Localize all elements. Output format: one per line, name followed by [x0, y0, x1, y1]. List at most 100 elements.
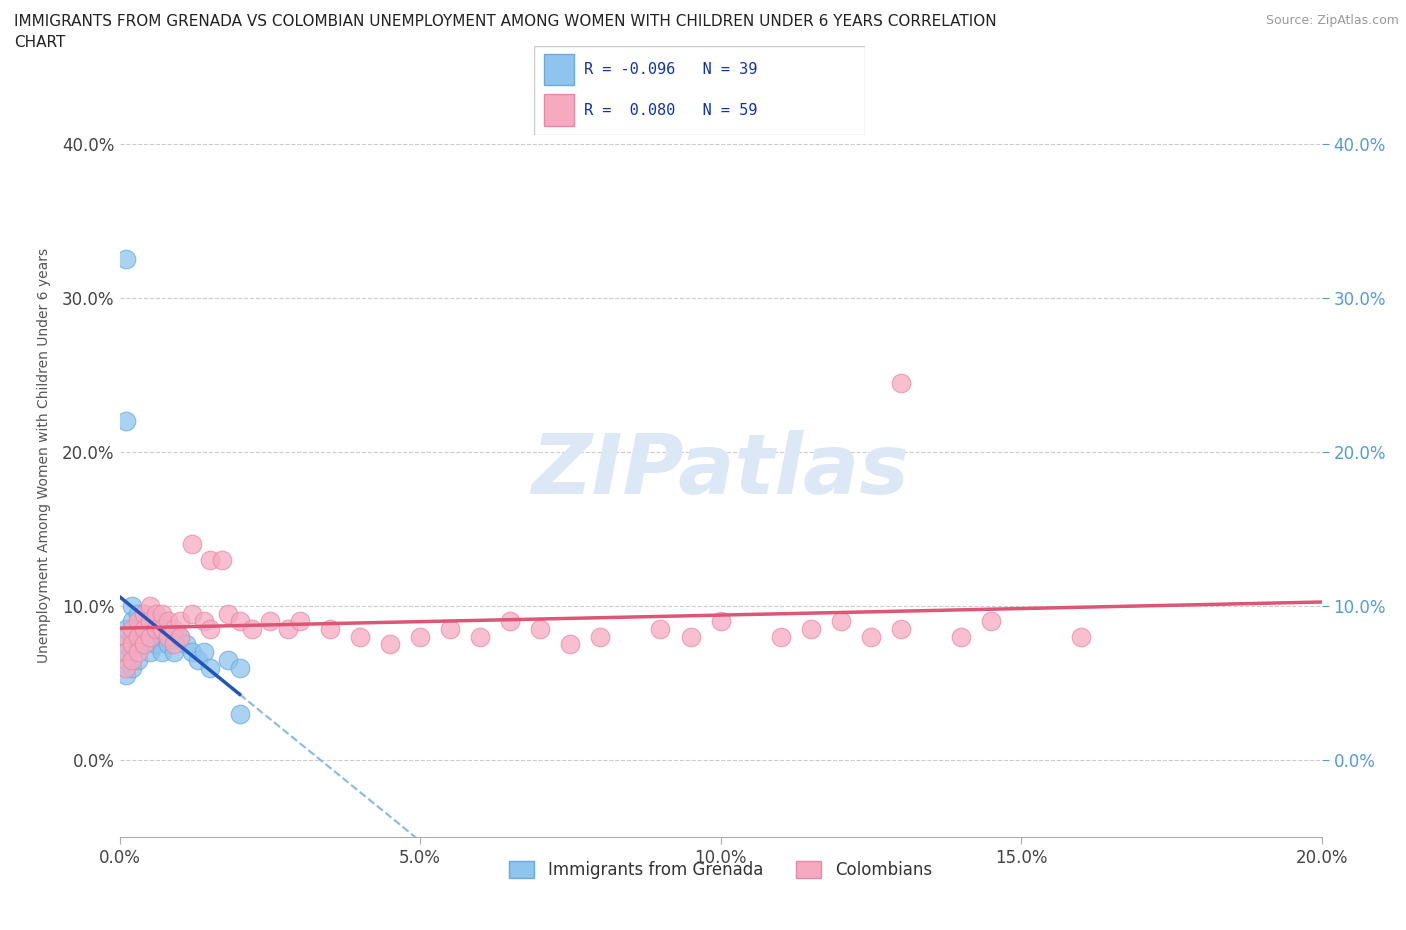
Point: [127, 621, 149, 636]
Point: [162, 621, 184, 636]
Point: [228, 614, 252, 629]
Point: [180, 644, 202, 659]
Text: Source: ZipAtlas.com: Source: ZipAtlas.com: [1265, 14, 1399, 27]
Point: [277, 621, 299, 636]
Point: [288, 614, 311, 629]
Point: [114, 668, 136, 683]
Point: [150, 630, 173, 644]
Point: [121, 614, 143, 629]
Point: [138, 644, 160, 659]
Point: [259, 614, 281, 629]
Point: [138, 614, 160, 629]
Point: [138, 614, 160, 629]
Point: [529, 621, 551, 636]
FancyBboxPatch shape: [534, 46, 865, 135]
Point: [180, 606, 202, 621]
Point: [150, 644, 173, 659]
Text: CHART: CHART: [14, 35, 66, 50]
Point: [121, 599, 143, 614]
Y-axis label: Unemployment Among Women with Children Under 6 years: Unemployment Among Women with Children U…: [37, 248, 51, 663]
Point: [114, 621, 136, 636]
Point: [349, 630, 371, 644]
Point: [156, 621, 179, 636]
Point: [114, 630, 136, 644]
Point: [950, 630, 973, 644]
Point: [132, 606, 155, 621]
Point: [650, 621, 672, 636]
Point: [145, 606, 167, 621]
Point: [132, 637, 155, 652]
Point: [145, 621, 167, 636]
Point: [198, 660, 221, 675]
Point: [589, 630, 612, 644]
Point: [169, 630, 191, 644]
FancyBboxPatch shape: [544, 94, 574, 126]
Point: [240, 621, 263, 636]
Point: [114, 660, 136, 675]
Point: [121, 630, 143, 644]
Point: [800, 621, 823, 636]
Legend: Immigrants from Grenada, Colombians: Immigrants from Grenada, Colombians: [503, 855, 938, 886]
Point: [138, 630, 160, 644]
Point: [679, 630, 702, 644]
Point: [162, 637, 184, 652]
Point: [127, 606, 149, 621]
Point: [127, 644, 149, 659]
Point: [217, 652, 239, 667]
Point: [319, 621, 342, 636]
Text: ZIPatlas: ZIPatlas: [531, 431, 910, 512]
Point: [1070, 630, 1092, 644]
Point: [132, 621, 155, 636]
Point: [193, 614, 215, 629]
Point: [198, 621, 221, 636]
Point: [132, 637, 155, 652]
Point: [114, 644, 136, 659]
Point: [409, 630, 432, 644]
Point: [890, 621, 912, 636]
Text: IMMIGRANTS FROM GRENADA VS COLOMBIAN UNEMPLOYMENT AMONG WOMEN WITH CHILDREN UNDE: IMMIGRANTS FROM GRENADA VS COLOMBIAN UNE…: [14, 14, 997, 29]
Point: [127, 637, 149, 652]
Point: [121, 644, 143, 659]
Point: [162, 630, 184, 644]
Point: [228, 706, 252, 721]
Point: [890, 375, 912, 390]
Point: [211, 552, 233, 567]
Point: [560, 637, 582, 652]
Point: [156, 614, 179, 629]
Point: [980, 614, 1002, 629]
Point: [150, 606, 173, 621]
FancyBboxPatch shape: [544, 54, 574, 86]
Point: [830, 614, 852, 629]
Point: [121, 652, 143, 667]
Point: [156, 637, 179, 652]
Point: [859, 630, 882, 644]
Point: [193, 644, 215, 659]
Point: [198, 552, 221, 567]
Point: [769, 630, 792, 644]
Point: [162, 644, 184, 659]
Point: [378, 637, 401, 652]
Point: [150, 621, 173, 636]
Point: [132, 621, 155, 636]
Point: [217, 606, 239, 621]
Point: [114, 637, 136, 652]
Point: [180, 537, 202, 551]
Point: [114, 252, 136, 267]
Point: [187, 652, 209, 667]
Point: [145, 621, 167, 636]
Point: [114, 652, 136, 667]
Point: [145, 637, 167, 652]
Text: R =  0.080   N = 59: R = 0.080 N = 59: [583, 102, 758, 117]
Point: [114, 414, 136, 429]
Point: [709, 614, 731, 629]
Point: [156, 630, 179, 644]
Point: [228, 660, 252, 675]
Point: [150, 614, 173, 629]
Point: [138, 599, 160, 614]
Point: [169, 630, 191, 644]
Text: R = -0.096   N = 39: R = -0.096 N = 39: [583, 62, 758, 77]
Point: [132, 606, 155, 621]
Point: [174, 637, 197, 652]
Point: [121, 637, 143, 652]
Point: [127, 652, 149, 667]
